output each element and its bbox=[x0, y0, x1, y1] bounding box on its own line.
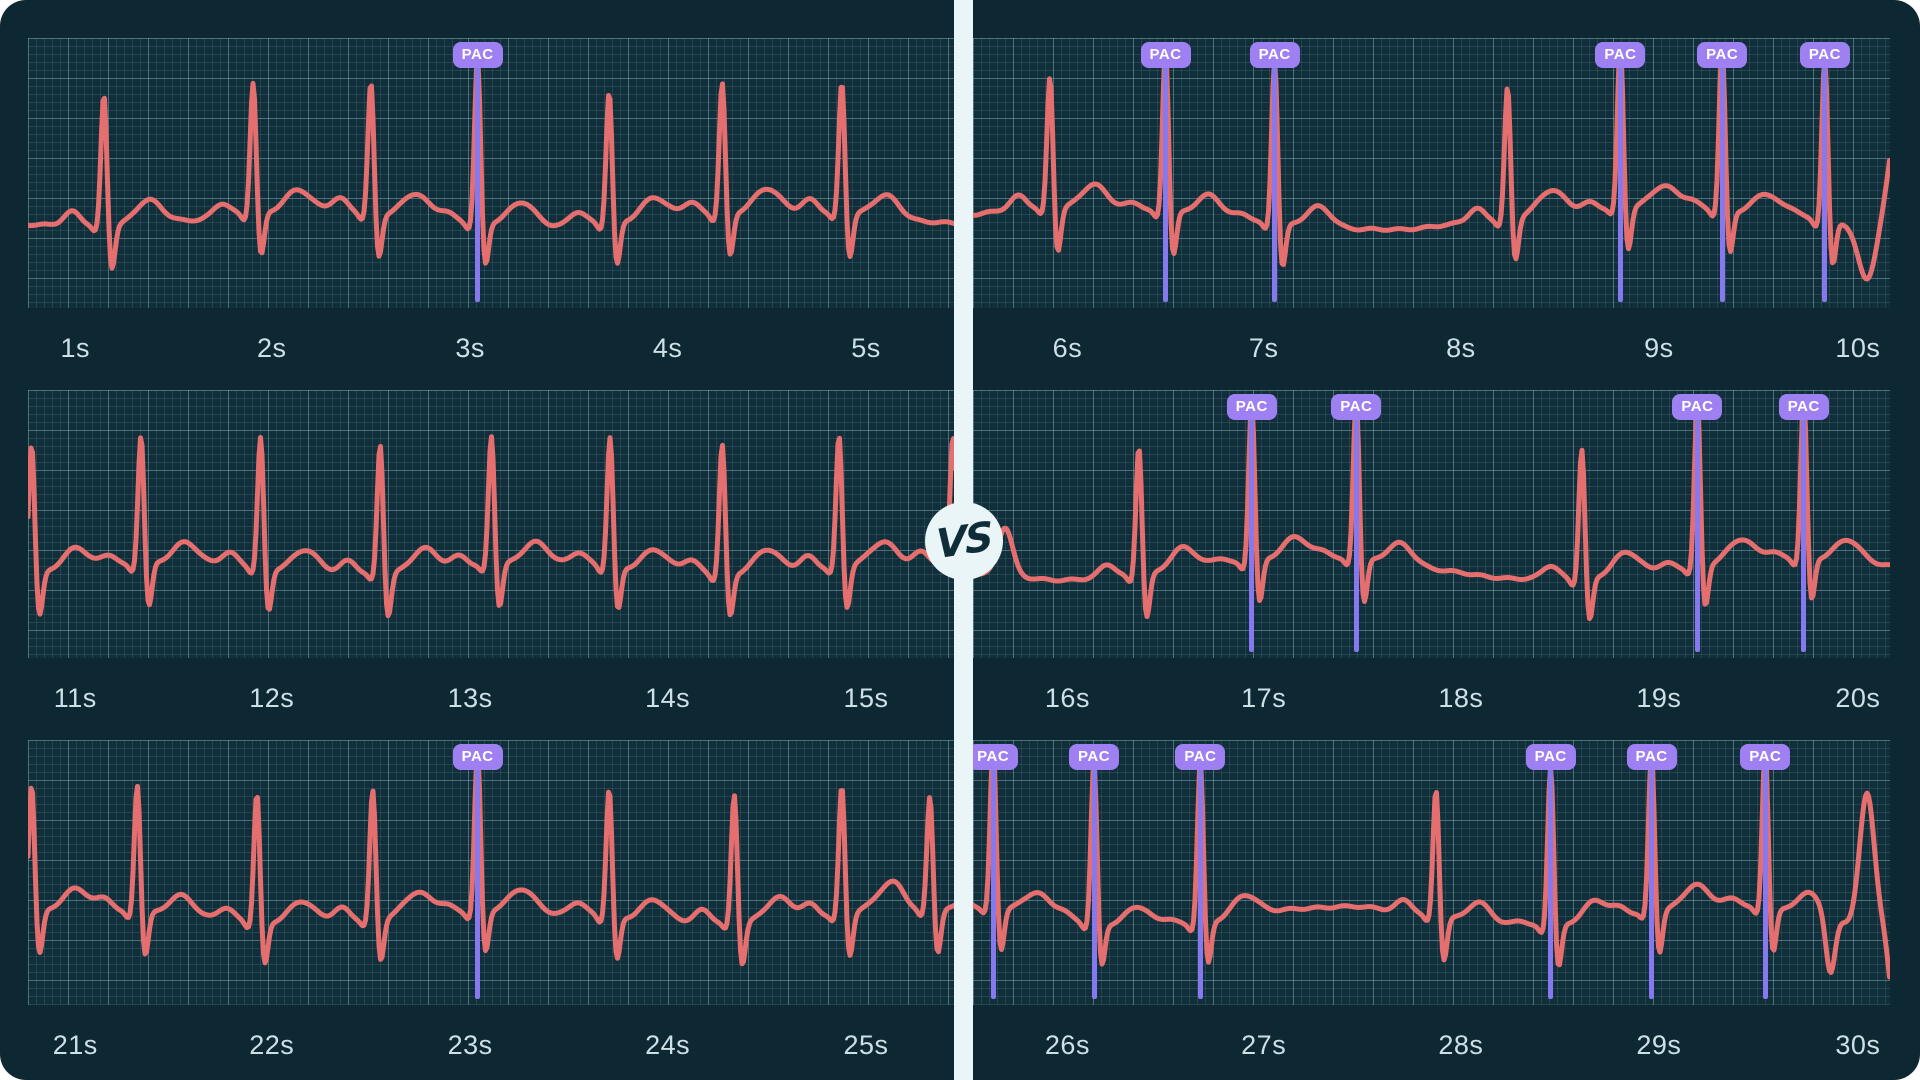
pac-badge: PAC bbox=[1799, 42, 1850, 68]
ecg-trace bbox=[28, 434, 955, 619]
time-tick-label: 7s bbox=[1248, 333, 1279, 363]
pac-badge: PAC bbox=[1175, 744, 1226, 770]
ecg-grid: PAC PAC PAC PAC PAC bbox=[973, 38, 1890, 308]
pac-line bbox=[1091, 768, 1097, 999]
pac-badge: PAC bbox=[452, 744, 503, 770]
time-tick-label: 29s bbox=[1636, 1030, 1682, 1060]
time-tick-label: 17s bbox=[1241, 683, 1287, 713]
pac-line bbox=[1694, 418, 1700, 652]
pac-badge: PAC bbox=[1226, 394, 1277, 420]
vs-label: VS bbox=[934, 513, 993, 569]
time-tick-label: 22s bbox=[249, 1030, 295, 1060]
pac-badge: PAC bbox=[452, 42, 503, 68]
ecg-strip-right-1: PAC PAC PAC PAC PAC 6s 7s 8s 9s 10s bbox=[973, 38, 1890, 370]
ecg-grid: PAC bbox=[28, 38, 955, 308]
time-tick-label: 28s bbox=[1438, 1030, 1484, 1060]
pac-line bbox=[1548, 768, 1554, 999]
ecg-grid: PAC bbox=[28, 740, 955, 1005]
pac-badge: PAC bbox=[1525, 744, 1576, 770]
ecg-grid: PAC PAC PAC PAC PAC PAC bbox=[973, 740, 1890, 1005]
pac-badge: PAC bbox=[1626, 744, 1677, 770]
time-tick-label: 8s bbox=[1446, 333, 1476, 363]
time-tick-label: 25s bbox=[843, 1030, 889, 1060]
time-tick-label: 4s bbox=[652, 333, 683, 363]
time-tick-label: 11s bbox=[53, 683, 97, 713]
pac-badge: PAC bbox=[1672, 394, 1723, 420]
ecg-strip-right-2: PAC PAC PAC PAC 16s 17s 18s 19s 20s bbox=[973, 390, 1890, 720]
time-tick-label: 19s bbox=[1636, 683, 1682, 713]
ecg-strip-left-3: PAC 21s 22s 23s 24s 25s bbox=[28, 740, 955, 1067]
time-tick-label: 9s bbox=[1644, 333, 1674, 363]
pac-line bbox=[1249, 418, 1255, 652]
time-tick-label: 10s bbox=[1835, 333, 1881, 363]
time-axis: 21s 22s 23s 24s 25s bbox=[28, 1030, 955, 1060]
time-tick-label: 23s bbox=[447, 1030, 493, 1060]
time-tick-label: 2s bbox=[257, 333, 287, 363]
ecg-grid: PAC PAC PAC PAC bbox=[973, 390, 1890, 658]
pac-line bbox=[1163, 66, 1169, 302]
pac-line bbox=[990, 768, 996, 999]
pac-line bbox=[1649, 768, 1655, 999]
pac-badge: PAC bbox=[1249, 42, 1300, 68]
vs-badge: VS bbox=[924, 502, 1003, 580]
time-tick-label: 30s bbox=[1835, 1030, 1881, 1060]
time-axis: 26s 27s 28s 29s 30s bbox=[973, 1030, 1890, 1060]
ecg-trace bbox=[973, 748, 1890, 980]
pac-line bbox=[475, 768, 481, 999]
pac-line bbox=[475, 66, 481, 302]
pac-line bbox=[1762, 768, 1768, 999]
pac-badge: PAC bbox=[1697, 42, 1748, 68]
pac-line bbox=[1617, 66, 1623, 302]
pac-badge: PAC bbox=[973, 744, 1019, 770]
ecg-strip-left-2: 11s 12s 13s 14s 15s bbox=[28, 390, 955, 720]
time-axis: 6s 7s 8s 9s 10s bbox=[973, 333, 1890, 363]
ecg-trace bbox=[973, 394, 1890, 622]
pac-badge: PAC bbox=[1778, 394, 1829, 420]
pac-line bbox=[1197, 768, 1203, 999]
pac-line bbox=[1272, 66, 1278, 302]
time-axis: 1s 2s 3s 4s 5s bbox=[28, 333, 955, 363]
time-tick-label: 6s bbox=[1052, 333, 1083, 363]
time-tick-label: 20s bbox=[1835, 683, 1881, 713]
ecg-strip-right-3: PAC PAC PAC PAC PAC PAC 26s 27s 28s 29s 30s bbox=[973, 740, 1890, 1067]
ecg-trace bbox=[28, 751, 955, 967]
time-tick-label: 18s bbox=[1438, 683, 1484, 713]
time-tick-label: 1s bbox=[60, 333, 91, 363]
pac-badge: PAC bbox=[1069, 744, 1120, 770]
ecg-trace bbox=[973, 46, 1890, 282]
pac-badge: PAC bbox=[1595, 42, 1646, 68]
time-tick-label: 24s bbox=[645, 1030, 691, 1060]
time-tick-label: 3s bbox=[455, 333, 485, 363]
time-tick-label: 12s bbox=[249, 683, 295, 713]
pac-line bbox=[1719, 66, 1725, 302]
pac-badge: PAC bbox=[1331, 394, 1382, 420]
pac-line bbox=[1353, 418, 1359, 652]
time-tick-label: 27s bbox=[1241, 1030, 1287, 1060]
pac-line bbox=[1801, 418, 1807, 652]
ecg-grid bbox=[28, 390, 955, 658]
ecg-trace bbox=[28, 59, 955, 271]
time-axis: 16s 17s 18s 19s 20s bbox=[973, 683, 1890, 713]
time-tick-label: 15s bbox=[843, 683, 889, 713]
pac-badge: PAC bbox=[1740, 744, 1791, 770]
time-tick-label: 14s bbox=[645, 683, 691, 713]
pac-line bbox=[1822, 66, 1828, 302]
time-tick-label: 13s bbox=[447, 683, 493, 713]
pac-badge: PAC bbox=[1140, 42, 1191, 68]
time-tick-label: 5s bbox=[851, 333, 881, 363]
ecg-strip-left-1: PAC 1s 2s 3s 4s 5s bbox=[28, 38, 955, 370]
time-tick-label: 26s bbox=[1044, 1030, 1090, 1060]
time-tick-label: 21s bbox=[52, 1030, 98, 1060]
time-axis: 11s 12s 13s 14s 15s bbox=[28, 683, 955, 713]
time-tick-label: 16s bbox=[1044, 683, 1090, 713]
